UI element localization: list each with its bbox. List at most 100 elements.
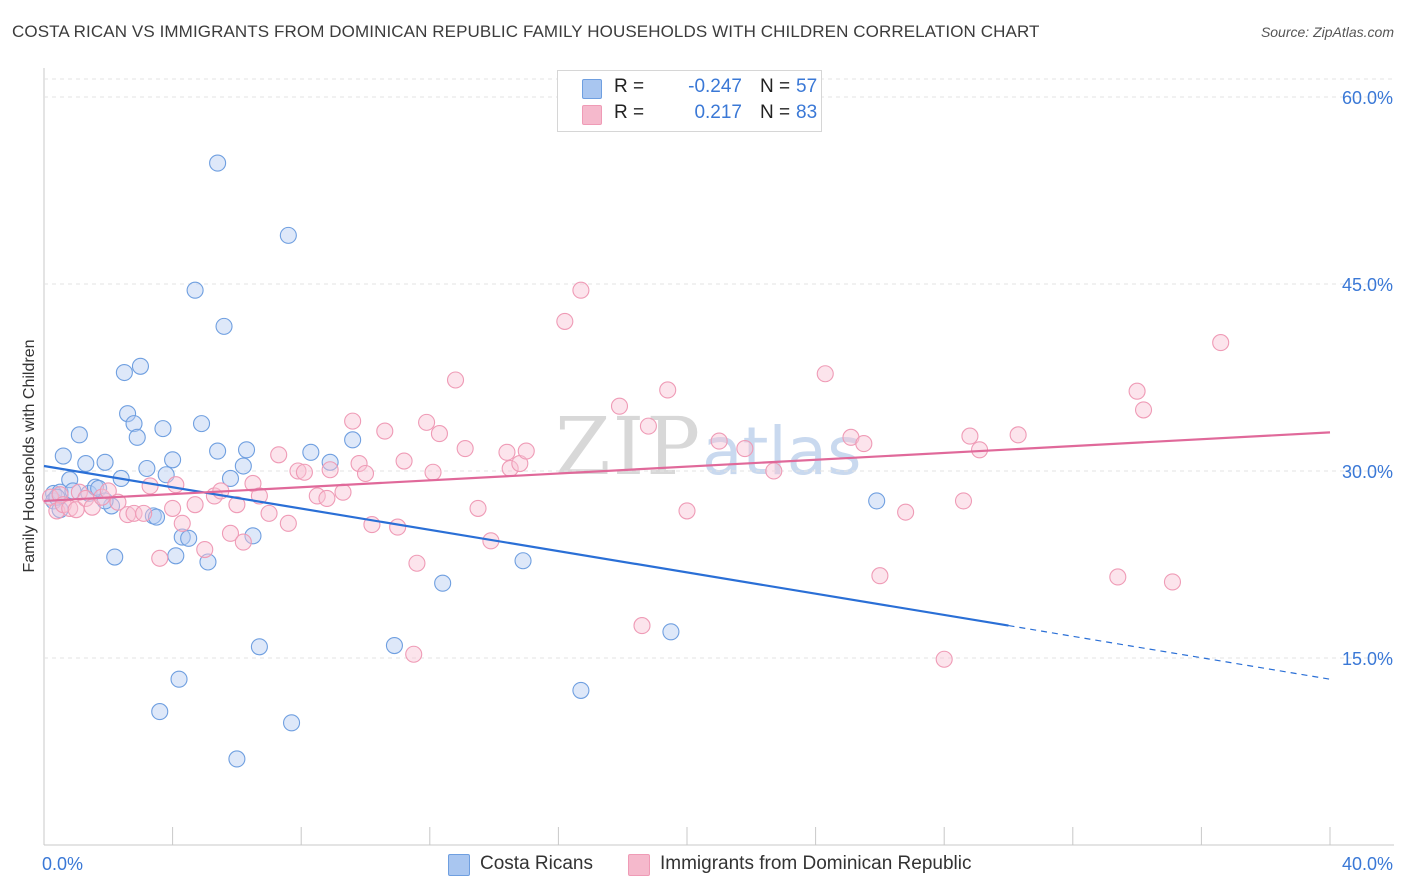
dominican-point (260, 504, 278, 522)
dominican-point (334, 483, 352, 501)
costa-ricans-point (147, 508, 166, 526)
costa-ricans-point (96, 453, 114, 471)
dominican-point (234, 533, 252, 551)
dominican-point (710, 432, 728, 450)
costa-ricans-point (237, 441, 256, 459)
r-value: -0.247 (688, 76, 742, 97)
dominican-point (935, 650, 953, 668)
y-tick-label: 45.0% (1342, 275, 1393, 295)
costa-ricans-point (119, 405, 137, 423)
costa-ricans-point (662, 623, 680, 641)
dominican-point (446, 371, 465, 389)
y-tick-label: 15.0% (1342, 649, 1393, 669)
watermark: ZIPatlas (555, 400, 862, 493)
costa-ricans-point (302, 443, 320, 461)
dominican-point (321, 461, 339, 479)
dominican-point (639, 417, 657, 435)
dominican-point (376, 422, 394, 440)
dominican-point (1212, 334, 1230, 352)
watermark-zip: ZIP (555, 400, 703, 493)
costa-ricans-point (244, 527, 262, 545)
costa-ricans-point (154, 420, 172, 438)
costa-ricans-point (215, 317, 233, 335)
costa-ricans-point (250, 638, 268, 656)
dominican-point (897, 503, 915, 521)
dominican-point (196, 540, 214, 559)
dominican-point (430, 425, 448, 443)
costa-ricans-point (868, 492, 886, 510)
costa-ricans-point (385, 636, 403, 655)
costa-ricans-point (514, 552, 532, 570)
dominican-point (456, 440, 474, 458)
stats-box: R = -0.247 N = 57 R = 0.217 N = 83 (557, 70, 822, 132)
costa-ricans-point (283, 714, 301, 732)
dominican-point (659, 381, 677, 399)
dominican-point (141, 477, 159, 495)
n-value: 57 (796, 76, 818, 97)
r-label: R = (614, 102, 645, 123)
costa-ricans-point (138, 459, 156, 478)
costa-ricans-point (279, 226, 297, 244)
costa-ricans-point (106, 548, 124, 566)
dominican-point (1109, 568, 1127, 586)
legend-label: Immigrants from Dominican Republic (660, 853, 972, 874)
dominican-point (855, 435, 873, 453)
dominican-point (517, 442, 535, 460)
dominican-point (289, 462, 307, 480)
costa-ricans-point (54, 447, 72, 465)
dominican-point (344, 412, 362, 430)
costa-ricans-point (151, 703, 169, 721)
legend-swatch-dominican (628, 854, 650, 876)
costa-ricans-point (221, 469, 240, 488)
costa-ricans-point (434, 574, 452, 592)
costa-ricans-point (70, 426, 88, 444)
n-label: N = (760, 76, 791, 97)
dominican-trend-line (43, 431, 1331, 503)
dominican-point (424, 463, 442, 481)
y-tick-label: 30.0% (1342, 462, 1393, 482)
dominican-point (356, 464, 375, 483)
costa-ricans-point (209, 154, 227, 172)
n-value: 83 (796, 102, 818, 123)
dominican-point (125, 504, 143, 522)
costa-ricans-point (61, 471, 79, 489)
dominican-point (395, 452, 413, 470)
costa-ricans-point (192, 415, 211, 433)
dominican-point (498, 443, 516, 461)
dominican-point (51, 486, 69, 504)
costa-ricans-point (77, 454, 95, 473)
dominican-point (350, 454, 368, 473)
dominican-point (70, 483, 88, 501)
dominican-point (279, 514, 297, 532)
dominican-point (186, 496, 204, 514)
dominican-point (48, 502, 66, 520)
costa-ricans-point (164, 451, 182, 469)
dominican-point (99, 482, 117, 500)
costa-ricans-point (170, 670, 188, 688)
costa-ricans-point (228, 750, 246, 768)
legend-swatch-costa-ricans (448, 854, 470, 876)
dominican-point (270, 446, 288, 464)
costa-ricans-point (125, 415, 143, 433)
dominican-point (1128, 382, 1146, 400)
r-label: R = (614, 76, 645, 97)
costa-ricans-point (173, 528, 191, 546)
x-tick-label: 0.0% (42, 854, 83, 874)
dominican-point (765, 462, 783, 480)
legend-label: Costa Ricans (480, 853, 593, 874)
dominican-point (164, 499, 182, 517)
dominican-point (228, 496, 246, 514)
dominican-point (633, 617, 651, 635)
dominican-point (572, 281, 590, 299)
costa-ricans-swatch (582, 79, 602, 99)
dominican-point (405, 645, 423, 663)
r-value: 0.217 (694, 102, 742, 123)
dominican-point (816, 365, 834, 383)
dominican-point (1134, 401, 1153, 419)
dominican-point (418, 413, 436, 431)
chart-title: COSTA RICAN VS IMMIGRANTS FROM DOMINICAN… (12, 22, 1040, 41)
dominican-point (318, 489, 336, 507)
dominican-point (135, 504, 153, 522)
dominican-point (556, 312, 574, 330)
dominican-point (610, 397, 629, 415)
